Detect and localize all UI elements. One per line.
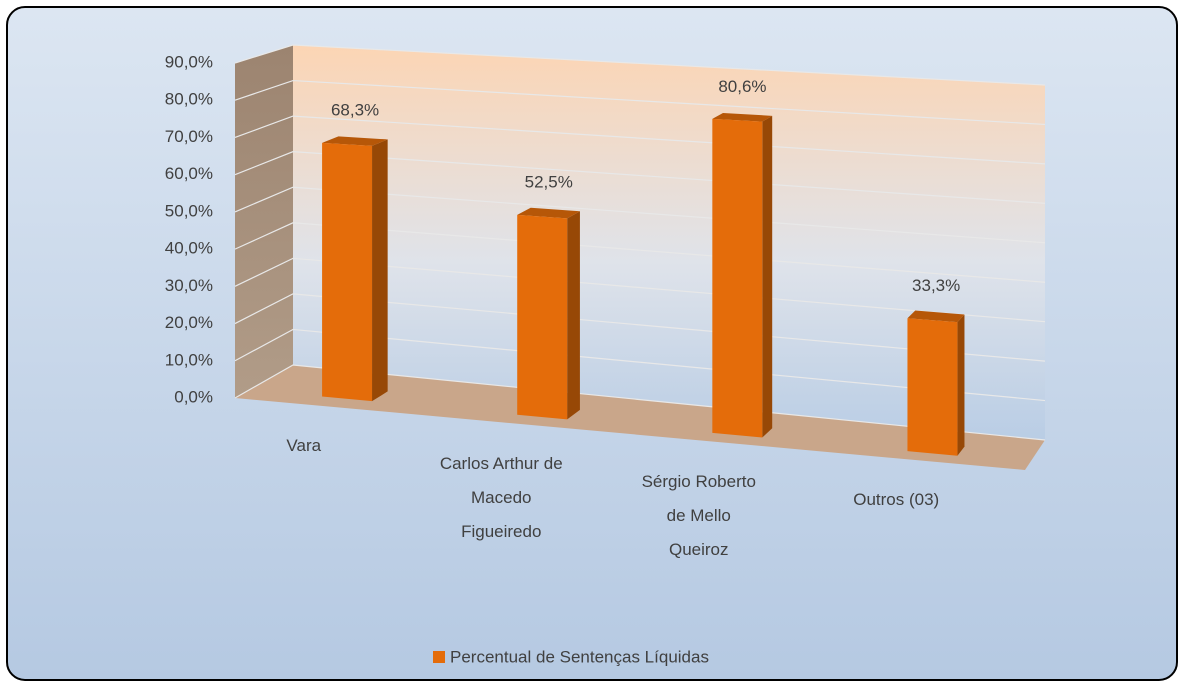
data-label: 68,3% xyxy=(331,101,379,120)
legend-swatch xyxy=(433,651,445,663)
bar xyxy=(517,214,568,420)
side-wall xyxy=(235,45,293,398)
bar xyxy=(907,318,958,456)
y-tick-label: 40,0% xyxy=(165,239,213,258)
grid-line xyxy=(234,79,1046,126)
bar-top xyxy=(517,207,580,219)
x-tick-label-line: Vara xyxy=(286,436,321,455)
x-tick-label: Outros (03) xyxy=(853,490,939,509)
x-tick-label: Sérgio Roberto de Mello Queiroz xyxy=(642,472,756,559)
y-tick-label: 0,0% xyxy=(174,387,213,406)
y-tick-label: 60,0% xyxy=(165,164,213,183)
bar-top xyxy=(907,310,965,323)
x-tick-label: Vara xyxy=(286,436,321,455)
grid-line xyxy=(234,115,1046,165)
x-tick-label-line: Macedo xyxy=(471,488,531,507)
data-label: 33,3% xyxy=(912,276,960,295)
bar-top xyxy=(712,113,773,122)
bar-side xyxy=(762,115,773,438)
y-tick-label: 70,0% xyxy=(165,127,213,146)
bar xyxy=(712,118,763,438)
grid-line xyxy=(234,364,1046,441)
grid-line xyxy=(234,44,1046,86)
grid-line xyxy=(234,293,1046,362)
grid-line xyxy=(234,328,1046,402)
bar-side xyxy=(372,139,388,402)
y-tick-label: 20,0% xyxy=(165,313,213,332)
x-tick-label-line: de Mello xyxy=(667,506,731,525)
y-tick-label: 50,0% xyxy=(165,201,213,220)
grid-line xyxy=(234,151,1046,204)
grid-line xyxy=(234,222,1046,283)
y-tick-label: 80,0% xyxy=(165,90,213,109)
data-label: 80,6% xyxy=(718,77,766,96)
grid-line xyxy=(234,186,1046,244)
x-tick-label: Carlos Arthur de Macedo Figueiredo xyxy=(440,454,563,541)
bar xyxy=(322,142,373,402)
data-label: 52,5% xyxy=(525,173,573,192)
bar-side xyxy=(567,211,580,420)
y-tick-label: 90,0% xyxy=(165,52,213,71)
bar-top xyxy=(322,136,388,146)
back-wall xyxy=(293,45,1045,440)
x-tick-label-line: Carlos Arthur de xyxy=(440,454,563,473)
x-tick-label-line: Queiroz xyxy=(669,540,729,559)
grid-line xyxy=(234,257,1046,323)
y-tick-label: 30,0% xyxy=(165,276,213,295)
x-tick-label-line: Figueiredo xyxy=(461,522,541,541)
y-tick-label: 10,0% xyxy=(165,350,213,369)
floor xyxy=(235,365,1045,470)
bar-side xyxy=(957,314,965,456)
x-tick-label-line: Outros (03) xyxy=(853,490,939,509)
legend-label: Percentual de Sentenças Líquidas xyxy=(450,647,709,666)
x-tick-label-line: Sérgio Roberto xyxy=(642,472,756,491)
